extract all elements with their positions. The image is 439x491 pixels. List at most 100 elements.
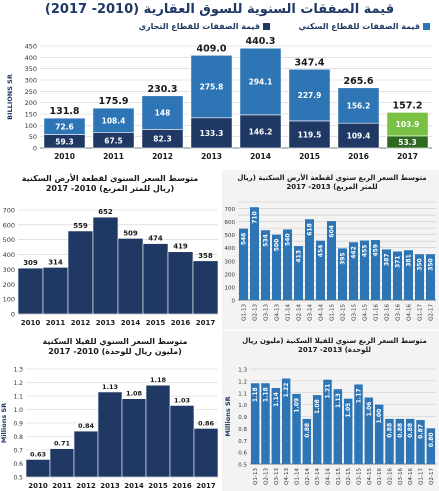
transactions-bar-residential bbox=[43, 117, 86, 135]
transactions-segment-label: 148 bbox=[155, 109, 171, 118]
land-quarterly-y-tick-label: 200 bbox=[225, 272, 236, 278]
transactions-total-label: 230.3 bbox=[147, 84, 177, 95]
villa-annual-y-tick-label: 1.0 bbox=[13, 407, 23, 414]
transactions-segment-label: 294.1 bbox=[249, 78, 273, 87]
land-annual-bar bbox=[42, 267, 69, 315]
land-quarterly-bar bbox=[392, 251, 403, 300]
land-quarterly-x-tick-label: Q3-13 bbox=[264, 304, 270, 321]
villa-quarterly-y-tick-label: 0.8 bbox=[238, 427, 247, 433]
villa-quarterly-x-tick-label: Q1-16 bbox=[377, 468, 383, 485]
transactions-bar-residential bbox=[239, 47, 282, 116]
transactions-x-tick-label: 2014 bbox=[250, 152, 271, 161]
land-quarterly-y-tick-label: 0 bbox=[232, 299, 236, 305]
land-quarterly-y-tick-label: 300 bbox=[225, 259, 236, 265]
villa-quarterly-bar bbox=[354, 384, 363, 464]
villa-quarterly-x-tick-label: Q1-13 bbox=[253, 468, 259, 485]
transactions-x-tick-label: 2017 bbox=[397, 152, 418, 161]
villa-price-annual-title: متوسط السعر السنوي للفيلا السكنية (مليون… bbox=[42, 337, 188, 356]
villa-quarterly-bar bbox=[343, 398, 353, 464]
land-annual-y-tick-label: 0 bbox=[11, 311, 15, 319]
villa-price-annual-chart: 0.5 0.6 0.7 0.8 0.9 1.0 1.1 1.2 1.3 Millions SR 0.… bbox=[0, 367, 219, 490]
land-quarterly-x-tick-label: Q2-16 bbox=[385, 304, 391, 321]
land-quarterly-value-label: 371 bbox=[395, 256, 402, 269]
transactions-x-tick-label: 2012 bbox=[152, 152, 173, 161]
villa-quarterly-x-tick-label: Q4-16 bbox=[408, 468, 414, 485]
villa-price-quarterly-panel: متوسط السعر الربع سنوي للفيلا السكنية (م… bbox=[222, 331, 439, 491]
land-annual-x-tick-label: 2015 bbox=[146, 319, 166, 327]
land-annual-value-label: 652 bbox=[98, 208, 113, 216]
villa-quarterly-y-tick-label: 0.6 bbox=[238, 451, 247, 457]
transactions-segment-label: 227.9 bbox=[298, 91, 322, 100]
land-quarterly-value-label: 540 bbox=[285, 233, 292, 246]
transactions-y-tick-label: 350 bbox=[25, 65, 37, 73]
transactions-segment-label: 275.8 bbox=[200, 83, 224, 92]
transactions-segment-label: 67.5 bbox=[104, 136, 123, 145]
villa-annual-value-label: 1.13 bbox=[102, 383, 118, 391]
villa-quarterly-x-tick-label: Q2-13 bbox=[264, 468, 270, 485]
transactions-y-tick-label: 450 bbox=[25, 43, 37, 51]
land-quarterly-bar bbox=[403, 250, 414, 300]
villa-quarterly-x-tick-label: Q4-13 bbox=[284, 468, 290, 485]
villa-quarterly-bar bbox=[271, 388, 281, 464]
transactions-x-tick-label: 2013 bbox=[201, 152, 222, 161]
land-quarterly-bar bbox=[315, 240, 326, 300]
villa-quarterly-x-tick-label: Q1-17 bbox=[419, 468, 425, 485]
villa-quarterly-x-tick-label: Q3-16 bbox=[398, 468, 404, 485]
transactions-segment-label: 103.9 bbox=[396, 120, 420, 129]
villa-price-quarterly-title: متوسط السعر الربع سنوي للفيلا السكنية (م… bbox=[242, 337, 427, 354]
land-quarterly-value-label: 604 bbox=[329, 225, 336, 238]
villa-quarterly-y-axis-label: Millions SR bbox=[224, 396, 232, 436]
land-quarterly-bar bbox=[414, 254, 425, 300]
transactions-y-tick-label: 250 bbox=[25, 88, 37, 96]
villa-annual-value-label: 0.71 bbox=[54, 440, 71, 448]
villa-quarterly-value-label: 0.87 bbox=[418, 424, 425, 439]
land-annual-y-tick-label: 300 bbox=[3, 266, 15, 274]
villa-annual-bar bbox=[49, 448, 75, 478]
land-quarterly-x-tick-label: Q3-15 bbox=[352, 304, 358, 321]
villa-quarterly-value-label: 1.17 bbox=[356, 388, 363, 403]
legend-item-residential: قيمة الصفقات للقطاع السكني bbox=[299, 22, 430, 31]
chart-legend: قيمة الصفقات للقطاع السكني قيمة الصفقات … bbox=[70, 22, 430, 34]
transactions-segment-label: 59.3 bbox=[55, 137, 74, 146]
villa-quarterly-bar bbox=[281, 378, 291, 464]
transactions-y-tick-label: 50 bbox=[29, 133, 37, 141]
villa-annual-y-tick-label: 0.6 bbox=[13, 461, 23, 468]
villa-annual-bar bbox=[121, 398, 147, 478]
land-annual-bar bbox=[142, 243, 169, 315]
legend-swatch-commercial bbox=[263, 23, 270, 30]
land-annual-y-tick-label: 400 bbox=[3, 251, 15, 259]
land-quarterly-bar bbox=[249, 207, 260, 300]
land-price-quarterly-chart: 0 100 200 300 400 500 600 700 546 Q1-13 710 Q2-13 53… bbox=[225, 201, 436, 321]
land-annual-value-label: 314 bbox=[48, 258, 63, 266]
land-quarterly-value-label: 618 bbox=[307, 223, 314, 236]
land-quarterly-x-tick-label: Q4-16 bbox=[407, 304, 413, 321]
transactions-bar-residential bbox=[386, 112, 429, 137]
villa-annual-x-tick-label: 2013 bbox=[100, 482, 120, 490]
land-quarterly-bar bbox=[282, 229, 293, 300]
land-quarterly-bar bbox=[359, 240, 370, 300]
land-annual-bar bbox=[17, 267, 44, 315]
land-quarterly-bar bbox=[304, 219, 315, 300]
villa-quarterly-bar bbox=[312, 395, 322, 464]
land-quarterly-x-tick-label: Q2-14 bbox=[297, 304, 303, 321]
transactions-segment-label: 119.5 bbox=[298, 130, 322, 139]
land-annual-value-label: 309 bbox=[23, 259, 38, 267]
land-quarterly-value-label: 350 bbox=[428, 258, 435, 271]
villa-quarterly-bar bbox=[250, 383, 260, 464]
land-quarterly-x-tick-label: Q4-14 bbox=[319, 304, 325, 321]
villa-quarterly-value-label: 0.88 bbox=[304, 423, 311, 438]
villa-quarterly-value-label: 1.22 bbox=[283, 383, 290, 398]
villa-annual-x-tick-label: 2017 bbox=[196, 482, 216, 490]
villa-annual-value-label: 0.86 bbox=[198, 419, 215, 427]
villa-annual-value-label: 1.08 bbox=[126, 390, 143, 398]
land-quarterly-bar bbox=[326, 221, 337, 300]
land-quarterly-x-tick-label: Q2-13 bbox=[253, 304, 259, 321]
villa-annual-x-tick-label: 2012 bbox=[76, 482, 96, 490]
land-price-quarterly-title: متوسط السعر الربع سنوي لقطعة الأرض السكن… bbox=[237, 174, 427, 191]
transactions-segment-label: 72.6 bbox=[55, 122, 74, 131]
villa-quarterly-x-tick-label: Q2-14 bbox=[305, 468, 311, 485]
land-quarterly-bar bbox=[337, 248, 348, 300]
transactions-x-tick-label: 2015 bbox=[299, 152, 320, 161]
land-quarterly-bar bbox=[271, 234, 282, 300]
villa-annual-y-tick-label: 0.8 bbox=[13, 434, 23, 441]
